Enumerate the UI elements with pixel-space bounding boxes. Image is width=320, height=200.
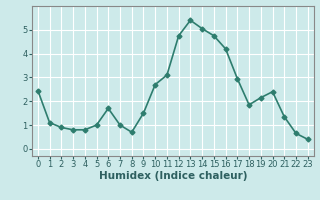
X-axis label: Humidex (Indice chaleur): Humidex (Indice chaleur) bbox=[99, 171, 247, 181]
